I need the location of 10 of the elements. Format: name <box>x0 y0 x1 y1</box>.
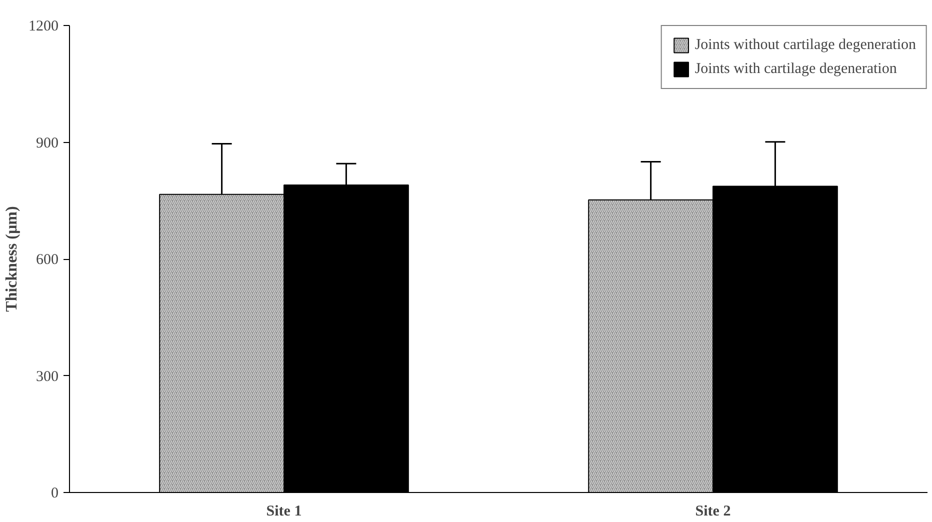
x-tick-label: Site 1 <box>266 504 302 520</box>
x-tick-label: Site 2 <box>695 504 731 520</box>
y-tick-label: 300 <box>36 368 58 385</box>
y-tick-label: 900 <box>36 135 58 152</box>
y-tick-label: 600 <box>36 252 58 268</box>
legend-label: Joints with cartilage degeneration <box>694 60 897 78</box>
y-tick-label: 0 <box>51 486 58 502</box>
legend-label: Joints without cartilage degeneration <box>694 36 916 54</box>
y-tick-label: 1200 <box>28 18 58 34</box>
y-axis-title: Thickness (µm) <box>4 206 20 312</box>
